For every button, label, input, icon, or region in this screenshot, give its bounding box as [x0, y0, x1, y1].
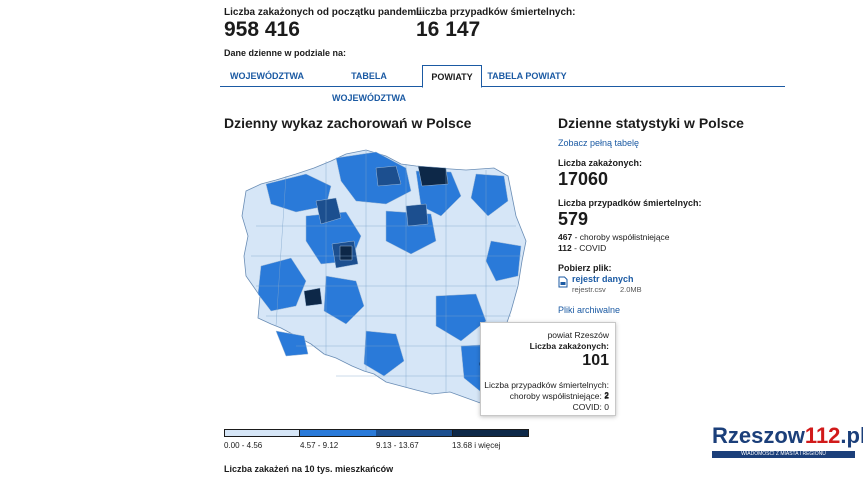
region-medium — [275, 330, 309, 357]
total-deaths-value: 16 147 — [416, 18, 481, 41]
full-table-link[interactable]: Zobacz pełną tabelę — [558, 138, 640, 148]
logo-suffix: .pl — [840, 423, 863, 448]
daily-deaths-value: 579 — [558, 209, 589, 229]
daily-covid-value: 112 — [558, 243, 572, 253]
map-title: Dzienny wykaz zachorowań w Polsce — [224, 115, 472, 131]
daily-breakdown-label: Dane dzienne w podziale na: — [224, 48, 347, 58]
archive-link[interactable]: Pliki archiwalne — [558, 305, 621, 315]
tab-wojewodztwa[interactable]: WOJEWÓDZTWA — [230, 71, 304, 81]
file-size: 2.0MB — [620, 285, 642, 294]
region-darkest — [303, 287, 323, 307]
county-tooltip: powiat Rzeszów Liczba zakażonych: 101 Li… — [480, 322, 616, 416]
region-medium — [257, 257, 307, 312]
file-icon — [558, 276, 568, 288]
region-dark — [315, 197, 342, 225]
total-cases-value: 958 416 — [224, 18, 300, 41]
daily-comorbid-row: 467 - choroby współistniejące — [558, 232, 670, 242]
logo-number: 112 — [804, 423, 841, 448]
file-download-link[interactable]: rejestr danych — [572, 274, 634, 284]
legend-caption: Liczba zakażeń na 10 tys. mieszkańców — [224, 464, 394, 474]
tab-tabela-wojewodztwa[interactable]: TABELA WOJEWÓDZTWA — [332, 71, 406, 103]
daily-cases-label: Liczba zakażonych: — [558, 158, 643, 168]
region-medium — [485, 240, 522, 282]
legend-swatch-2 — [300, 429, 376, 437]
region-medium — [363, 330, 405, 377]
tooltip-deaths-value: 2 — [604, 390, 609, 400]
tooltip-cases-label: Liczba zakażonych: — [529, 341, 609, 351]
legend-label-4: 13.68 i więcej — [452, 441, 501, 450]
daily-deaths-label: Liczba przypadków śmiertelnych: — [558, 198, 702, 208]
logo-wordmark: Rzeszow112.pl — [712, 423, 863, 448]
region-medium — [435, 293, 487, 342]
tab-powiaty[interactable]: POWIATY — [422, 65, 482, 88]
legend-swatch-3 — [376, 429, 452, 437]
tooltip-comorbid-label: choroby współistniejące: — [509, 391, 602, 401]
tooltip-comorbid-value: 2 — [604, 391, 609, 401]
legend-label-2: 4.57 - 9.12 — [300, 441, 339, 450]
tab-tabela-powiaty[interactable]: TABELA POWIATY — [487, 71, 567, 81]
region-dark — [405, 203, 429, 227]
daily-comorbid-label: - choroby współistniejące — [574, 232, 670, 242]
rzeszow112-logo: Rzeszow112.pl WIADOMOŚCI Z MIASTA I REGI… — [712, 423, 863, 462]
file-name: rejestr.csv — [572, 285, 606, 294]
tooltip-cases-value: 101 — [582, 352, 609, 369]
daily-title: Dzienne statystyki w Polsce — [558, 115, 744, 131]
daily-covid-row: 112 - COVID — [558, 243, 606, 253]
legend-label-3: 9.13 - 13.67 — [376, 441, 419, 450]
daily-comorbid-value: 467 — [558, 232, 573, 242]
region-medium — [323, 275, 365, 325]
region-darkest — [417, 165, 449, 187]
tooltip-deaths-row: Liczba przypadków śmiertelnych: 2 — [481, 380, 609, 400]
legend-swatch-1 — [224, 429, 300, 437]
legend-swatch-4 — [452, 429, 529, 437]
daily-cases-value: 17060 — [558, 169, 609, 189]
tooltip-comorbid-row: choroby współistniejące: 2 — [510, 391, 609, 401]
poland-county-map[interactable] — [236, 146, 536, 416]
tooltip-covid-value: 0 — [604, 402, 609, 412]
total-cases-label: Liczba zakażonych od początku pandemii: — [224, 7, 426, 18]
tooltip-region: powiat Rzeszów — [547, 330, 609, 340]
region-dark — [375, 165, 402, 187]
view-tabs: WOJEWÓDZTWA TABELA WOJEWÓDZTWA POWIATY T… — [220, 65, 785, 103]
county-borders — [251, 151, 521, 401]
region-darkest — [339, 245, 353, 261]
total-deaths-label: Liczba przypadków śmiertelnych: — [416, 7, 576, 18]
tooltip-covid-row: COVID: 0 — [573, 402, 609, 412]
logo-prefix: Rzeszow — [712, 423, 805, 448]
tooltip-deaths-label: Liczba przypadków śmiertelnych: — [484, 380, 609, 390]
region-medium — [470, 173, 509, 217]
region-medium — [335, 151, 412, 205]
download-label: Pobierz plik: — [558, 263, 612, 273]
daily-covid-label: - COVID — [574, 243, 607, 253]
tooltip-covid-label: COVID: — [572, 402, 602, 412]
legend-label-1: 0.00 - 4.56 — [224, 441, 263, 450]
logo-tagline: WIADOMOŚCI Z MIASTA I REGIONU — [712, 451, 855, 458]
